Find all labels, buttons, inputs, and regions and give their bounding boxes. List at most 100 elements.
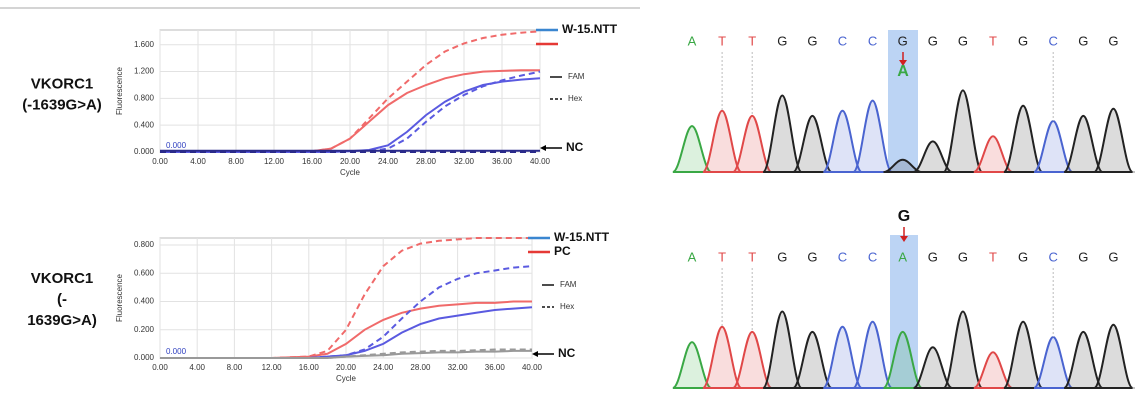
row-label: (- [57, 291, 67, 308]
x-axis-label: Cycle [336, 374, 357, 383]
legend-label: W-15.NTT [554, 230, 610, 244]
x-tick-label: 28.00 [416, 157, 437, 166]
nc-label: NC [566, 140, 584, 154]
row-label: VKORC1 [31, 75, 94, 92]
y-tick-label: 1.600 [134, 40, 155, 49]
base-letter: G [928, 33, 938, 48]
mutation-base: G [898, 208, 910, 225]
x-tick-label: 40.00 [530, 157, 551, 166]
x-tick-label: 16.00 [302, 157, 323, 166]
base-letter: G [928, 249, 938, 264]
peak [763, 96, 801, 173]
base-letter: C [838, 33, 847, 48]
y-tick-label: 0.800 [134, 93, 155, 102]
base-letter: T [748, 249, 756, 264]
nc-arrowhead [540, 145, 546, 151]
base-letter: G [1018, 249, 1028, 264]
peak [944, 90, 982, 172]
y-tick-label: 1.200 [134, 67, 155, 76]
row-label: 1639G>A) [27, 312, 97, 329]
base-letter: T [718, 33, 726, 48]
x-tick-label: 36.00 [492, 157, 513, 166]
peak [703, 327, 741, 388]
x-tick-label: 40.00 [522, 363, 543, 372]
y-axis-label: Fluorescence [115, 66, 124, 115]
base-letter: G [958, 33, 968, 48]
x-tick-label: 20.00 [336, 363, 357, 372]
base-letter: T [989, 33, 997, 48]
legend-label: PC [554, 244, 571, 258]
x-tick-label: 16.00 [299, 363, 320, 372]
peak [944, 312, 982, 389]
base-letter: T [989, 249, 997, 264]
base-letter: A [688, 249, 697, 264]
peak [823, 111, 861, 172]
peak [1064, 116, 1102, 172]
nc-arrowhead [532, 351, 538, 357]
base-letter: G [777, 249, 787, 264]
x-tick-label: 0.00 [152, 157, 168, 166]
x-tick-label: 4.00 [189, 363, 205, 372]
peak [733, 116, 771, 172]
peak [703, 111, 741, 172]
x-axis-label: Cycle [340, 168, 361, 177]
style-label: Hex [568, 94, 582, 103]
base-letter: G [777, 33, 787, 48]
peak [1034, 337, 1072, 388]
peak [793, 116, 831, 172]
y-tick-label: 0.000 [134, 147, 155, 156]
peak [1004, 322, 1042, 388]
x-tick-label: 32.00 [448, 363, 469, 372]
figure: 0.0000.4000.8001.2001.6000.004.008.0012.… [0, 0, 1141, 394]
x-tick-label: 36.00 [485, 363, 506, 372]
base-letter: G [807, 249, 817, 264]
y-tick-label: 0.000 [134, 353, 155, 362]
base-letter: C [1049, 249, 1058, 264]
x-tick-label: 20.00 [340, 157, 361, 166]
peak [1004, 106, 1042, 172]
base-letter: G [898, 33, 908, 48]
style-label: FAM [568, 72, 585, 81]
y-axis-label: Fluorescence [115, 273, 124, 322]
peak [853, 101, 891, 172]
base-letter: G [1108, 33, 1118, 48]
base-letter: G [1078, 33, 1088, 48]
peak [793, 332, 831, 388]
base-letter: T [718, 249, 726, 264]
zero-label: 0.000 [166, 141, 187, 150]
peak [1064, 332, 1102, 388]
x-tick-label: 12.00 [264, 157, 285, 166]
peak [733, 332, 771, 388]
peak [853, 322, 891, 388]
base-letter: C [868, 33, 877, 48]
row-label: VKORC1 [31, 270, 94, 287]
base-letter: C [838, 249, 847, 264]
mutation-base: A [897, 63, 909, 80]
row-label: (-1639G>A) [22, 96, 102, 113]
base-letter: G [1108, 249, 1118, 264]
x-tick-label: 32.00 [454, 157, 475, 166]
y-tick-label: 0.400 [134, 120, 155, 129]
base-letter: G [958, 249, 968, 264]
base-letter: C [1049, 33, 1058, 48]
x-tick-label: 4.00 [190, 157, 206, 166]
peak [1094, 325, 1132, 388]
style-label: Hex [560, 302, 574, 311]
peak [1094, 109, 1132, 172]
base-letter: G [1018, 33, 1028, 48]
legend-label: W-15.NTT [562, 22, 618, 36]
y-tick-label: 0.800 [134, 240, 155, 249]
base-letter: T [748, 33, 756, 48]
highlight [888, 30, 918, 172]
base-letter: G [807, 33, 817, 48]
x-tick-label: 28.00 [410, 363, 431, 372]
peak [823, 327, 861, 388]
base-letter: A [898, 249, 907, 264]
peak [673, 126, 711, 172]
x-tick-label: 24.00 [373, 363, 394, 372]
y-tick-label: 0.600 [134, 268, 155, 277]
base-letter: C [868, 249, 877, 264]
style-label: FAM [560, 280, 577, 289]
x-tick-label: 12.00 [262, 363, 283, 372]
nc-label: NC [558, 346, 576, 360]
